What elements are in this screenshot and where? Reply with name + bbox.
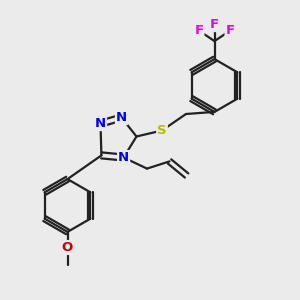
Text: F: F <box>210 18 219 31</box>
Text: O: O <box>62 241 73 254</box>
Text: S: S <box>157 124 167 137</box>
Text: N: N <box>118 151 129 164</box>
Text: N: N <box>116 111 127 124</box>
Text: F: F <box>194 24 203 37</box>
Text: F: F <box>226 24 235 37</box>
Text: N: N <box>95 117 106 130</box>
